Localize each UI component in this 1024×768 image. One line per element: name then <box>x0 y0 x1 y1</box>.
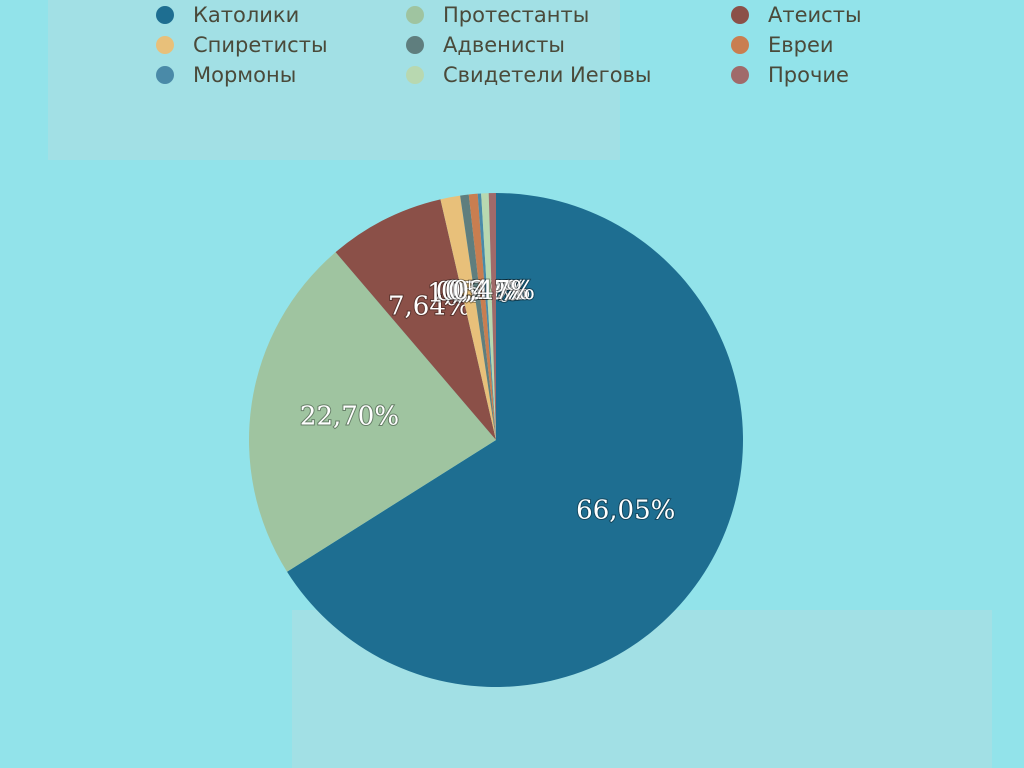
chart: Католики Протестанты Атеисты Спиретисты Адве… <box>156 3 862 688</box>
pie-slice <box>249 252 496 572</box>
value-label: 0,49% <box>448 276 531 306</box>
legend-swatch <box>156 36 174 54</box>
value-label: 22,70% <box>300 402 399 432</box>
value-label: 66,05% <box>576 496 675 526</box>
legend-label: Евреи <box>768 33 834 57</box>
value-label: 0,47% <box>453 276 536 306</box>
value-label: 0,58% <box>441 276 524 306</box>
legend-swatch <box>406 36 424 54</box>
value-label: 1,29% <box>427 278 510 308</box>
pie-slice <box>460 194 496 440</box>
legend-swatch <box>406 66 424 84</box>
legend-label: Мормоны <box>193 63 296 87</box>
pie-slice <box>477 193 496 440</box>
pie-slice <box>468 193 496 440</box>
pie-slice <box>287 193 743 688</box>
legend-label: Прочие <box>768 63 849 87</box>
legend-swatch <box>731 36 749 54</box>
value-label: 0,22% <box>445 276 528 306</box>
legend-swatch <box>731 6 749 24</box>
legend-label: Католики <box>193 3 299 27</box>
legend-label: Адвенисты <box>443 33 565 57</box>
texture-band <box>48 0 620 160</box>
pie-slice <box>440 195 496 440</box>
legend-label: Спиретисты <box>193 33 328 57</box>
pie-slice <box>335 199 496 440</box>
legend-swatch <box>156 66 174 84</box>
legend-label: Протестанты <box>443 3 589 27</box>
legend-swatch <box>406 6 424 24</box>
legend-label: Атеисты <box>768 3 862 27</box>
legend-swatch <box>731 66 749 84</box>
legend-swatch <box>156 6 174 24</box>
pie-slice <box>488 193 496 440</box>
legend-label: Свидетели Иеговы <box>443 63 652 87</box>
pie-slice <box>481 193 496 440</box>
value-label: 7,64% <box>388 292 471 322</box>
value-label: 0,56% <box>436 277 519 307</box>
